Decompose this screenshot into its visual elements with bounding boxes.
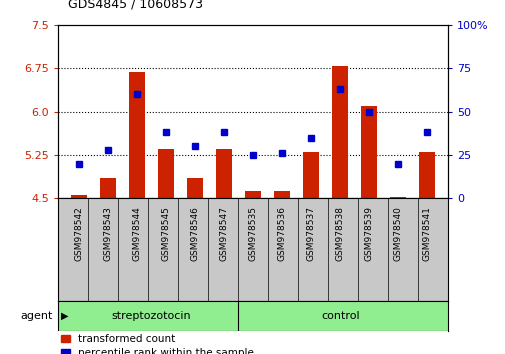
Bar	[186, 178, 203, 198]
Text: GSM978535: GSM978535	[248, 206, 257, 262]
Text: GSM978544: GSM978544	[132, 206, 141, 261]
Bar	[419, 152, 435, 198]
Text: GSM978546: GSM978546	[190, 206, 199, 261]
Bar	[390, 197, 406, 198]
Text: control: control	[320, 311, 359, 321]
Bar	[70, 195, 86, 198]
Text: GSM978538: GSM978538	[335, 206, 344, 262]
Text: agent: agent	[21, 311, 53, 321]
Bar	[274, 191, 289, 198]
Text: ▶: ▶	[61, 311, 68, 321]
Text: GSM978541: GSM978541	[422, 206, 431, 261]
Bar	[99, 178, 115, 198]
Bar	[302, 152, 319, 198]
Text: GSM978542: GSM978542	[74, 206, 83, 261]
Bar	[361, 106, 377, 198]
Text: GSM978539: GSM978539	[364, 206, 373, 262]
Bar	[244, 191, 261, 198]
Text: GSM978540: GSM978540	[393, 206, 402, 261]
Bar	[332, 67, 347, 198]
Text: streptozotocin: streptozotocin	[111, 311, 191, 321]
Text: GSM978547: GSM978547	[219, 206, 228, 261]
Text: GSM978537: GSM978537	[306, 206, 315, 262]
Bar	[128, 72, 144, 198]
Bar	[216, 149, 231, 198]
Text: GDS4845 / 10608573: GDS4845 / 10608573	[68, 0, 203, 11]
Text: GSM978545: GSM978545	[161, 206, 170, 261]
Text: GSM978536: GSM978536	[277, 206, 286, 262]
Bar	[158, 149, 173, 198]
Text: GSM978543: GSM978543	[103, 206, 112, 261]
Legend: transformed count, percentile rank within the sample: transformed count, percentile rank withi…	[60, 333, 255, 354]
